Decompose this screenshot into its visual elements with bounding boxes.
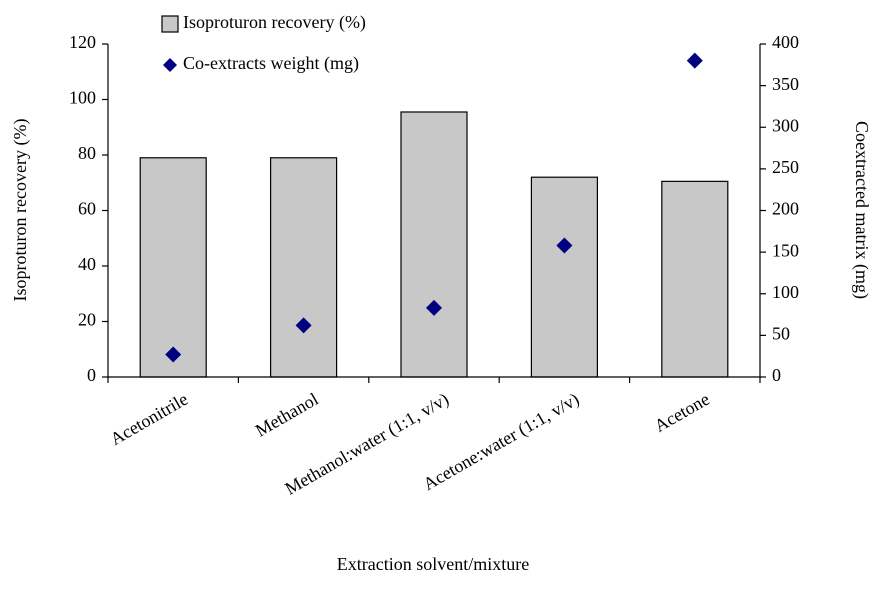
x-tick-label: Acetone xyxy=(651,389,713,436)
bar xyxy=(400,111,468,378)
y2-tick-label: 400 xyxy=(772,32,799,52)
x-tick-label: Acetonitrile xyxy=(107,389,191,449)
y-tick-label: 20 xyxy=(78,310,96,330)
y-tick-label: 40 xyxy=(78,254,96,274)
y-tick-label: 0 xyxy=(87,365,96,385)
legend-label: Isoproturon recovery (%) xyxy=(183,12,366,33)
scatter-point xyxy=(556,237,573,254)
y2-tick-label: 150 xyxy=(772,240,799,260)
bar xyxy=(530,176,599,378)
y2-axis-label: Coextracted matrix (mg) xyxy=(851,121,872,299)
y-tick-label: 120 xyxy=(69,32,96,52)
y2-tick-label: 300 xyxy=(772,115,799,135)
bar xyxy=(270,157,338,378)
y2-tick-label: 200 xyxy=(772,199,799,219)
legend-swatch xyxy=(161,15,179,33)
y2-tick-label: 50 xyxy=(772,324,790,344)
y2-tick-label: 100 xyxy=(772,282,799,302)
scatter-point xyxy=(165,346,182,363)
bar xyxy=(139,157,207,378)
scatter-point xyxy=(426,299,442,316)
y2-tick-label: 350 xyxy=(772,74,799,94)
y-axis-label: Isoproturon recovery (%) xyxy=(10,119,31,302)
x-axis-label: Extraction solvent/mixture xyxy=(337,554,529,574)
y-tick-label: 60 xyxy=(78,199,96,219)
y-tick-label: 100 xyxy=(69,88,96,108)
x-tick-label: Methanol xyxy=(252,389,322,441)
scatter-point xyxy=(686,52,703,69)
bar xyxy=(661,180,729,378)
y2-tick-label: 250 xyxy=(772,157,799,177)
scatter-point xyxy=(295,317,312,334)
y2-tick-label: 0 xyxy=(772,365,781,385)
legend-label: Co-extracts weight (mg) xyxy=(183,53,359,74)
y-tick-label: 80 xyxy=(78,143,96,163)
legend-swatch xyxy=(163,58,177,72)
